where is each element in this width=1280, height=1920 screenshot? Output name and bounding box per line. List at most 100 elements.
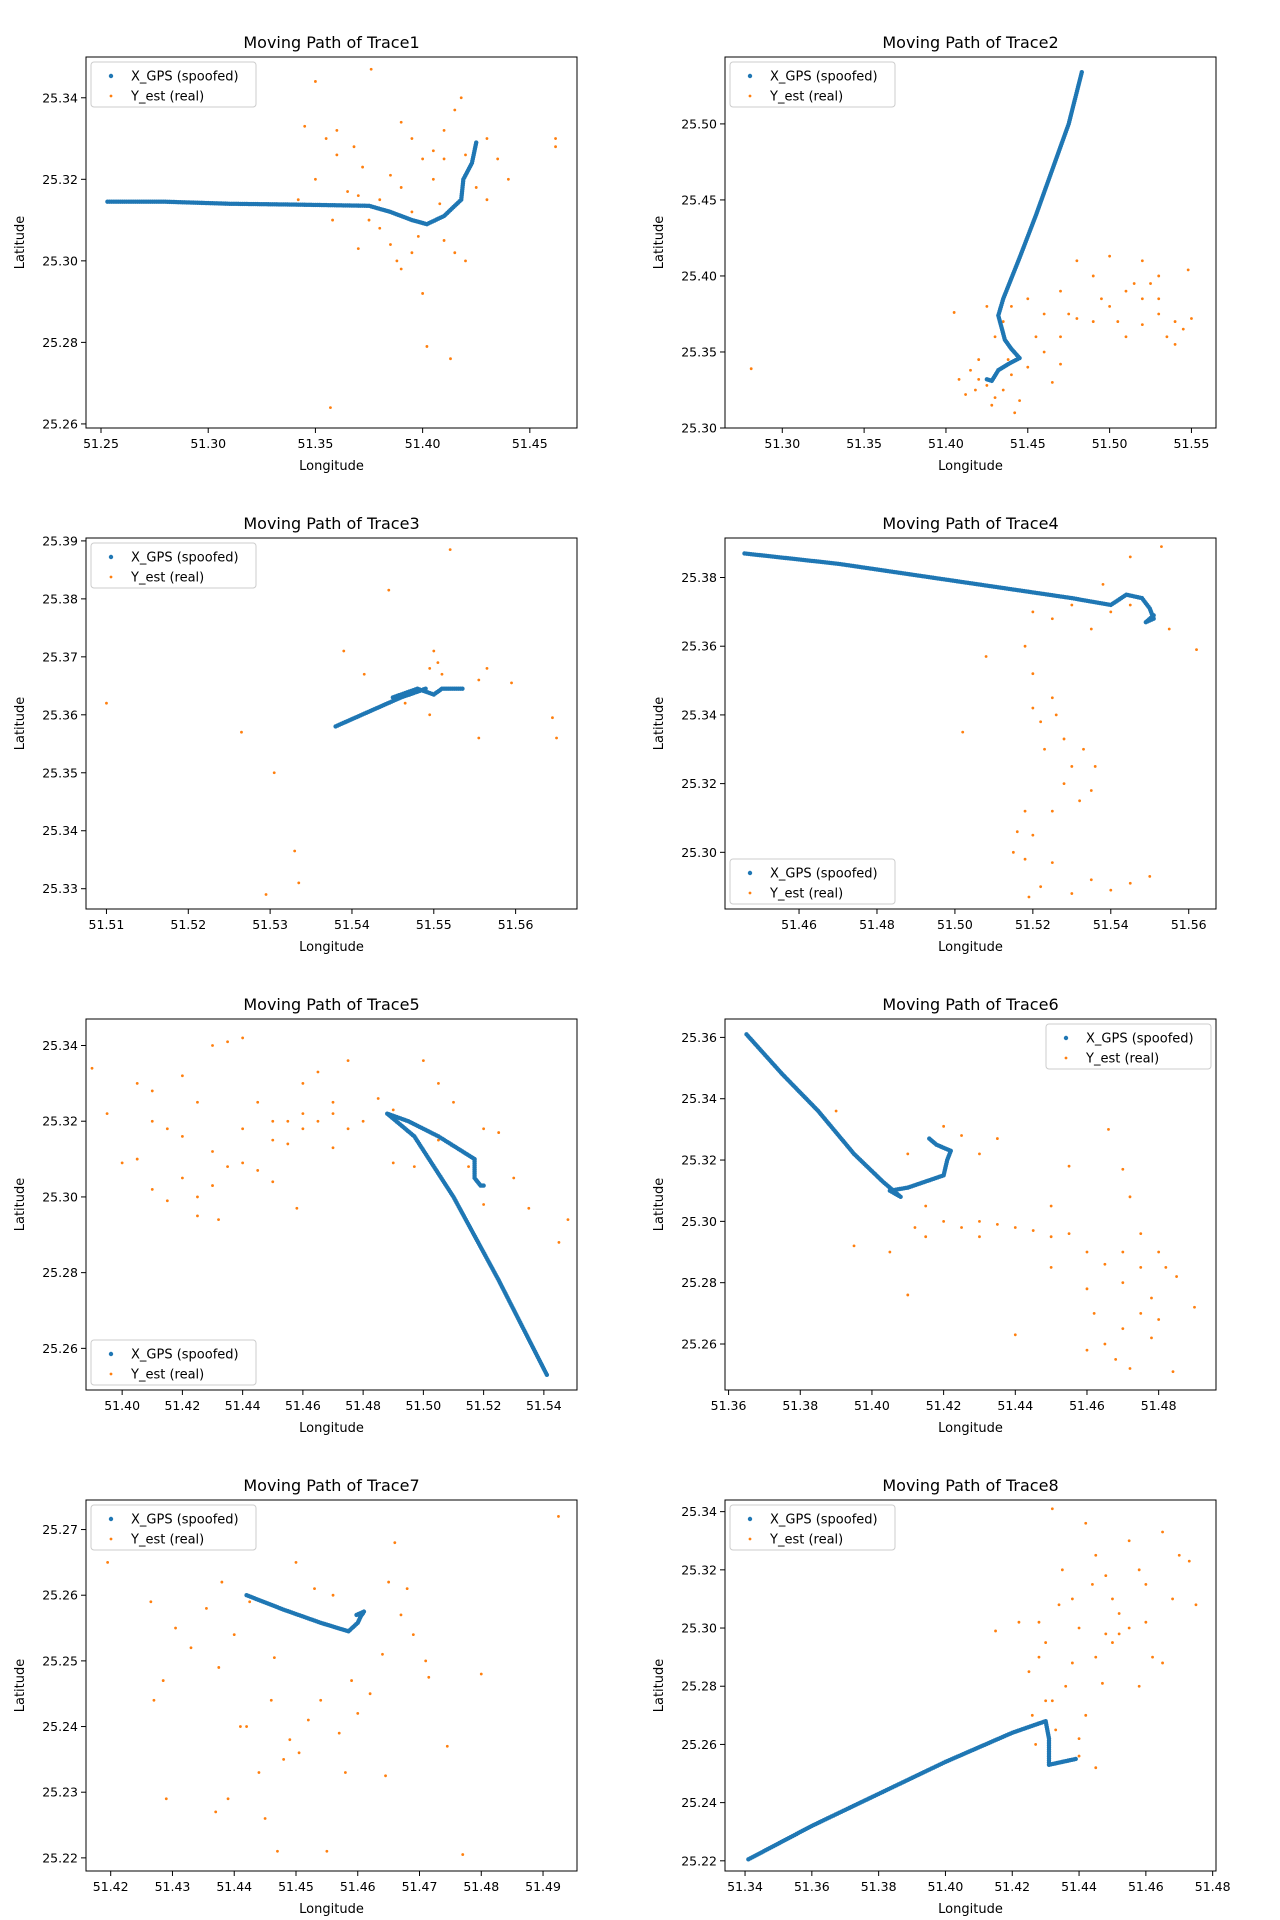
x-tick-label: 51.36 [711, 1398, 747, 1413]
real-point [485, 667, 489, 670]
real-point [241, 1036, 245, 1040]
real-point [294, 1560, 298, 1564]
y-tick-label: 25.26 [42, 416, 78, 431]
real-point [1140, 323, 1144, 327]
chart-trace-7: Moving Path of Trace7 Longitude Latitude 51… [13, 1476, 578, 1917]
real-point [335, 128, 339, 132]
real-point [432, 649, 436, 653]
real-point [1085, 1287, 1089, 1291]
real-point [1121, 1167, 1125, 1171]
real-point [256, 1100, 260, 1104]
x-tick-label: 51.56 [1171, 917, 1207, 932]
real-point [1121, 1327, 1125, 1331]
real-point [306, 1718, 310, 1722]
real-point [240, 730, 243, 734]
y-tick-label: 25.27 [42, 1522, 78, 1537]
real-point [1108, 254, 1112, 258]
real-point [974, 388, 977, 392]
x-tick-label: 51.48 [1195, 1879, 1231, 1894]
real-point [1013, 1333, 1017, 1337]
real-point [453, 108, 457, 112]
real-point [906, 1293, 910, 1297]
real-point [551, 716, 554, 720]
real-point [297, 1751, 301, 1755]
real-point [961, 730, 965, 734]
real-point [1121, 1281, 1125, 1285]
real-point [1161, 1530, 1164, 1534]
y-tick-label: 25.34 [42, 823, 78, 838]
real-point [428, 713, 432, 717]
real-point [356, 247, 360, 251]
y-tick-label: 25.50 [681, 116, 717, 131]
legend-box [90, 61, 257, 108]
y-tick-label: 25.28 [42, 1265, 78, 1280]
real-point [264, 893, 268, 896]
axes-frame [85, 537, 578, 910]
real-point [378, 198, 382, 202]
real-point [314, 177, 317, 181]
x-tick-label: 51.54 [334, 917, 370, 932]
real-point [1078, 799, 1082, 803]
x-tick-label: 51.55 [416, 917, 452, 932]
real-point [984, 655, 988, 658]
real-point [1085, 1348, 1089, 1352]
real-point [1177, 1553, 1181, 1557]
real-point [485, 137, 489, 140]
real-point [477, 736, 481, 740]
real-point [1094, 1766, 1098, 1770]
real-point [180, 1134, 184, 1138]
real-point [226, 1165, 229, 1169]
x-tick-label: 51.52 [170, 917, 206, 932]
real-point [467, 1165, 470, 1169]
real-point [282, 1757, 286, 1761]
x-tick-label: 51.40 [854, 1398, 890, 1413]
real-point [297, 881, 301, 885]
real-point [331, 218, 334, 222]
real-point [942, 1219, 946, 1223]
real-point [1149, 282, 1152, 285]
legend-marker-real [109, 1537, 113, 1541]
x-tick-label: 51.52 [466, 1398, 502, 1413]
real-point [416, 234, 420, 238]
real-point [1127, 1539, 1131, 1543]
legend-box [729, 1504, 896, 1551]
real-point [1010, 304, 1013, 308]
spoofed-point [360, 1611, 365, 1616]
plot-area [746, 1507, 1198, 1862]
real-point [985, 304, 989, 308]
real-point [1077, 1626, 1081, 1630]
legend-label-spoofed: X_GPS (spoofed) [770, 867, 878, 882]
legend-label-real: Y_est (real) [769, 887, 843, 902]
real-point [566, 1218, 570, 1222]
chart-trace-2: Moving Path of Trace2 Longitude Latitude 51… [652, 33, 1217, 474]
y-tick-label: 25.26 [681, 1337, 717, 1352]
real-point [1104, 1574, 1108, 1578]
real-point [331, 1146, 335, 1150]
chart-title: Moving Path of Trace7 [243, 1476, 419, 1495]
legend-label-spoofed: X_GPS (spoofed) [131, 1513, 239, 1528]
chart-title: Moving Path of Trace5 [243, 995, 419, 1014]
real-point [256, 1169, 260, 1172]
chart-title: Moving Path of Trace4 [882, 514, 1058, 533]
real-point [1137, 1568, 1141, 1572]
real-point [272, 1656, 276, 1659]
real-point [1128, 1367, 1132, 1370]
real-point [957, 377, 961, 381]
legend: X_GPS (spoofed) Y_est (real) [729, 858, 896, 905]
real-point [362, 672, 366, 676]
charts-grid: Moving Path of Trace1 Longitude Latitude 51… [13, 33, 1231, 1917]
real-point [1127, 1626, 1131, 1630]
real-point [211, 1150, 214, 1153]
real-point [271, 1119, 275, 1123]
real-point [431, 149, 435, 153]
real-point [1031, 610, 1035, 614]
legend-label-spoofed: X_GPS (spoofed) [131, 70, 239, 85]
real-point [276, 1849, 279, 1853]
real-point [496, 157, 500, 161]
real-point [942, 1124, 946, 1128]
real-point [1144, 1582, 1148, 1586]
real-point [1054, 713, 1058, 717]
x-tick-label: 51.44 [216, 1879, 252, 1894]
x-tick-label: 51.42 [926, 1398, 962, 1413]
